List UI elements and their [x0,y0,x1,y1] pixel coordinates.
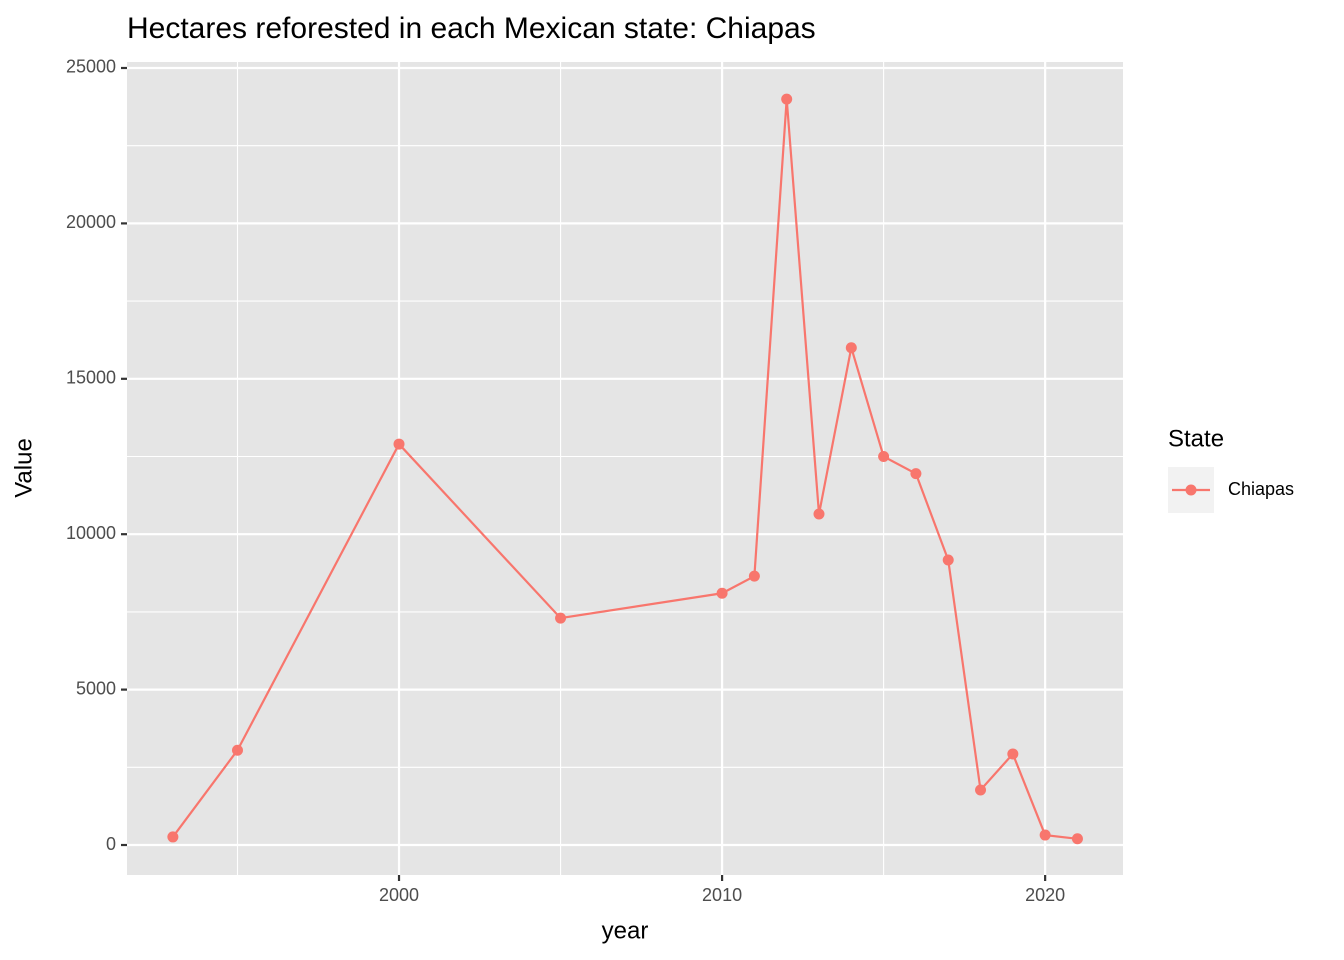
data-point [393,438,405,450]
y-tick-label: 5000 [76,678,116,698]
legend-title: State [1168,425,1224,452]
y-axis-title: Value [10,438,37,498]
x-axis-title: year [602,917,649,944]
x-tick-label: 2000 [379,885,419,905]
data-point [942,554,954,566]
data-point [1007,748,1019,760]
plot-panel [127,62,1123,875]
y-tick-label: 20000 [66,212,116,232]
data-point [1071,833,1083,845]
data-point [975,784,987,796]
data-point [813,508,825,520]
legend-point [1185,484,1197,496]
legend-label: Chiapas [1228,479,1294,499]
x-tick-label: 2020 [1025,885,1065,905]
y-tick-label: 10000 [66,523,116,543]
data-point [555,612,567,624]
x-tick-label: 2010 [702,885,742,905]
data-point [748,570,760,582]
data-point [167,831,179,843]
data-point [716,587,728,599]
data-point [910,468,922,480]
data-point [781,93,793,105]
data-point [1039,829,1051,841]
data-point [878,451,890,463]
data-line [171,98,1078,840]
data-point [845,342,857,354]
y-tick-label: 15000 [66,368,116,388]
chart-title: Hectares reforested in each Mexican stat… [127,12,816,45]
y-tick-label: 0 [106,834,116,854]
y-tick-label: 25000 [66,57,116,77]
data-point [231,744,243,756]
